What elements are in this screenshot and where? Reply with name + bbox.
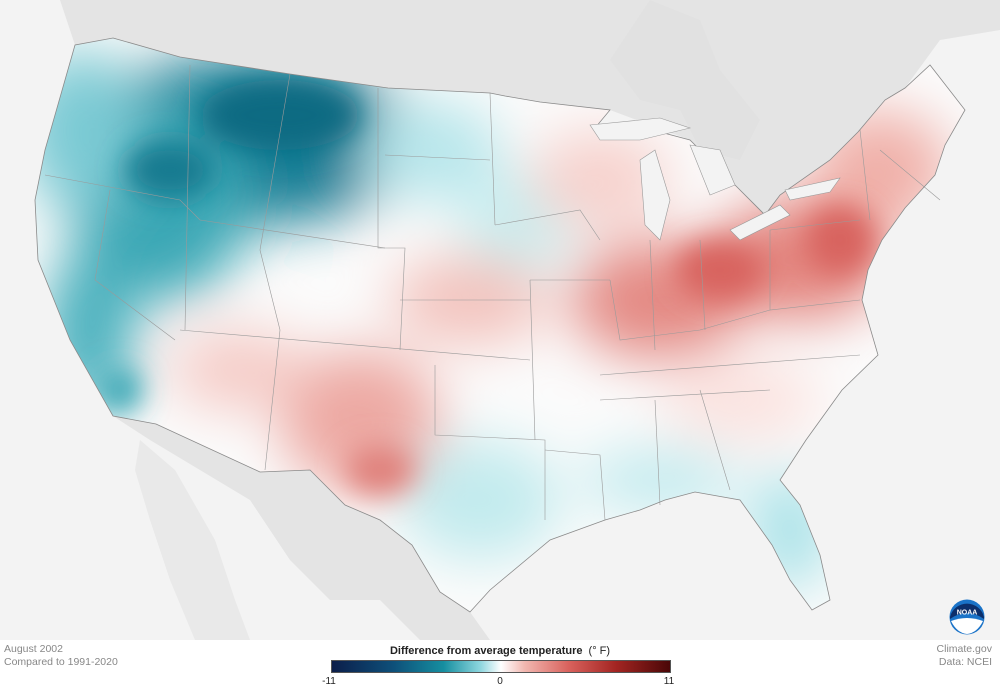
legend-tick-min: -11	[322, 676, 336, 687]
period-label: August 2002	[4, 643, 63, 655]
legend-unit: (° F)	[588, 645, 611, 657]
background-land	[0, 0, 1000, 640]
legend-title-text: Difference from average temperature	[389, 645, 583, 657]
source-label: Climate.gov	[936, 643, 992, 655]
legend-title: Difference from average temperature (° F)	[0, 645, 1000, 657]
data-credit-label: Data: NCEI	[938, 656, 992, 668]
noaa-logo-icon: NOAA	[949, 599, 985, 635]
map-meta-left: August 2002 Compared to 1991-2020	[4, 643, 118, 669]
great-lakes	[589, 117, 841, 241]
legend-tick-max: 11	[663, 676, 675, 687]
legend-color-bar	[331, 660, 671, 673]
map-meta-right: Climate.gov Data: NCEI	[937, 643, 992, 669]
noaa-logo-text: NOAA	[957, 610, 978, 617]
legend-tick-mid: 0	[497, 676, 503, 687]
baseline-label: Compared to 1991-2020	[4, 656, 118, 668]
legend-footer: August 2002 Compared to 1991-2020 Climat…	[0, 640, 1000, 690]
state-boundaries	[44, 64, 941, 521]
temperature-anomaly-map	[0, 0, 1000, 640]
